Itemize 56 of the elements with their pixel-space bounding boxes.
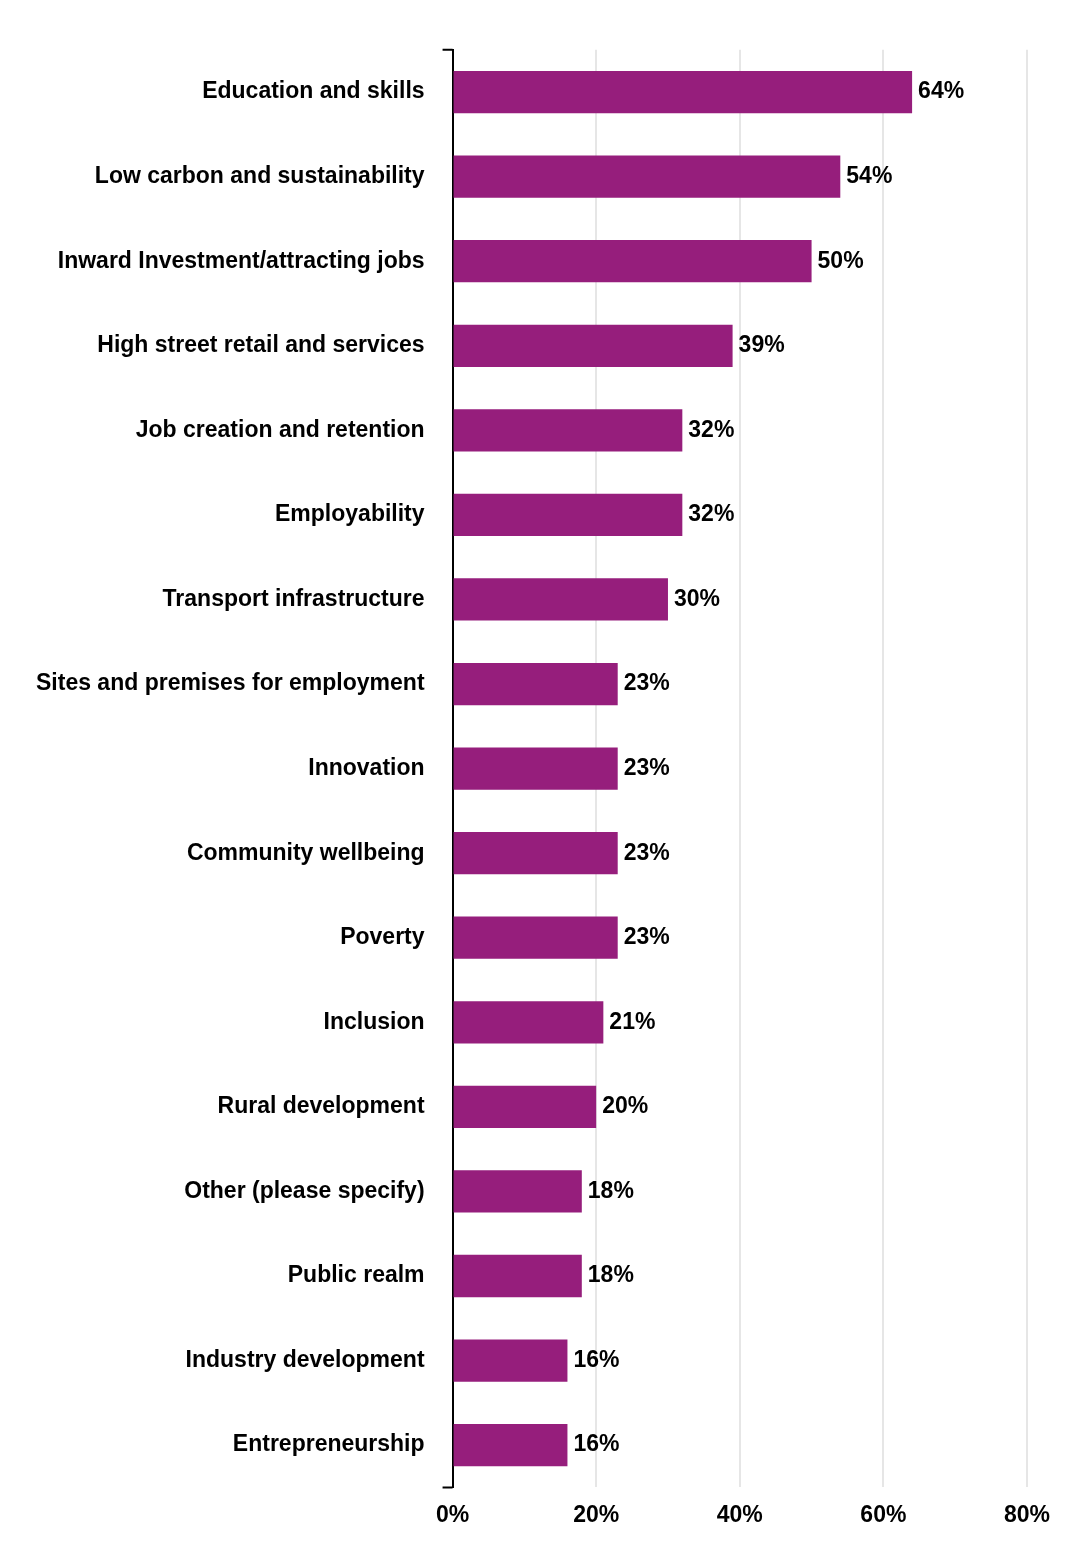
data-label: 16%	[573, 1345, 620, 1372]
bar	[453, 578, 668, 621]
bar	[453, 70, 913, 114]
bar	[453, 1170, 582, 1213]
y-tick-label: Job creation and retention	[135, 415, 425, 442]
bar	[453, 493, 683, 537]
data-label: 54%	[846, 161, 893, 188]
data-label: 32%	[688, 415, 735, 442]
data-label: 30%	[673, 584, 721, 611]
data-label: 50%	[817, 246, 864, 273]
y-tick-label: Rural development	[217, 1092, 425, 1119]
data-label: 23%	[623, 753, 670, 780]
y-tick-label: Innovation	[308, 753, 425, 780]
data-label: 32%	[688, 500, 735, 527]
data-label: 21%	[609, 1007, 656, 1034]
y-tick-label: Sites and premises for employment	[35, 669, 425, 696]
x-tick-label: 40%	[716, 1500, 763, 1527]
y-tick-label: Education and skills	[202, 77, 425, 104]
y-tick-label: Other (please specify)	[184, 1176, 425, 1203]
data-label: 64%	[918, 77, 965, 104]
data-label: 16%	[573, 1430, 620, 1457]
y-tick-label: Public realm	[287, 1261, 425, 1288]
data-label: 20%	[602, 1092, 649, 1119]
bar	[453, 1339, 568, 1382]
x-tick-label: 0%	[435, 1500, 470, 1527]
y-tick-label: Industry development	[185, 1345, 425, 1372]
bar	[453, 1001, 604, 1044]
data-label: 18%	[587, 1261, 634, 1288]
bar	[453, 409, 683, 452]
data-label: 23%	[623, 923, 670, 950]
data-label: 23%	[623, 669, 670, 696]
data-label: 39%	[738, 331, 785, 358]
bar	[453, 324, 733, 367]
data-label: 18%	[587, 1176, 634, 1203]
y-tick-label: Inward Investment/attracting jobs	[57, 246, 425, 273]
bar	[453, 155, 841, 198]
x-tick-label: 80%	[1003, 1500, 1051, 1527]
bar	[453, 1085, 597, 1128]
bar	[453, 1254, 582, 1298]
y-tick-label: High street retail and services	[97, 331, 425, 358]
y-tick-label: Low carbon and sustainability	[94, 161, 425, 188]
y-tick-label: Transport infrastructure	[162, 584, 425, 611]
x-tick-label: 20%	[573, 1500, 620, 1527]
y-tick-label: Community wellbeing	[186, 838, 425, 865]
bar	[453, 832, 618, 875]
y-tick-label: Poverty	[340, 923, 425, 950]
bar	[453, 747, 618, 790]
bar	[453, 662, 618, 706]
bar	[453, 916, 618, 959]
y-tick-label: Entrepreneurship	[232, 1430, 425, 1457]
data-label: 23%	[623, 838, 670, 865]
y-tick-label: Employability	[275, 500, 425, 527]
bar	[453, 240, 812, 283]
y-tick-label: Inclusion	[323, 1007, 425, 1034]
x-tick-label: 60%	[860, 1500, 907, 1527]
bar	[453, 1423, 568, 1467]
